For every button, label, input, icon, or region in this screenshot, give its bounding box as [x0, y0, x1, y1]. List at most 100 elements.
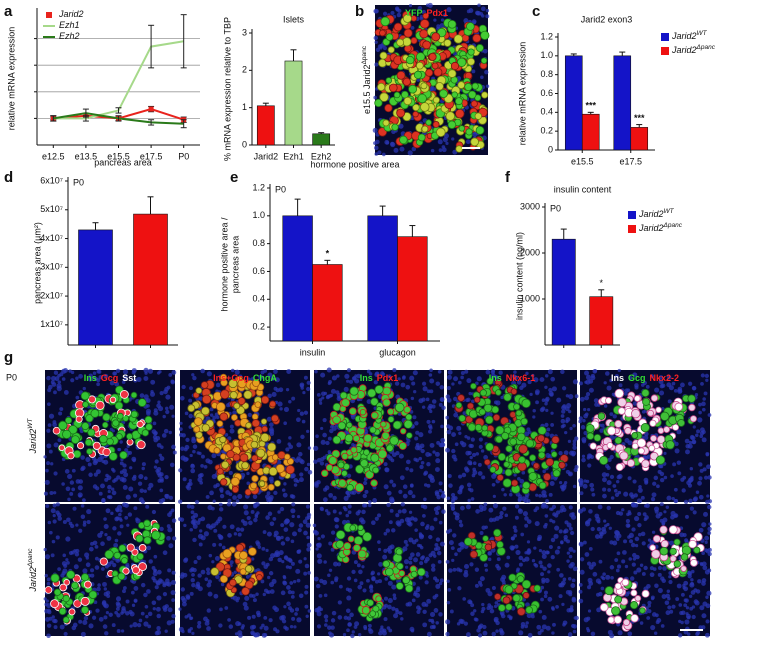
nucleus	[457, 586, 461, 590]
nucleus	[466, 139, 471, 144]
cell	[342, 470, 348, 476]
cell	[100, 558, 107, 565]
nucleus	[384, 597, 388, 601]
nucleus	[579, 483, 583, 487]
nucleus	[614, 489, 618, 493]
nucleus	[156, 614, 161, 619]
cell	[360, 459, 368, 467]
nucleus	[220, 494, 224, 498]
cell	[381, 421, 387, 427]
nucleus	[462, 473, 467, 478]
nucleus	[195, 500, 199, 504]
nucleus	[413, 458, 417, 462]
cell	[252, 455, 258, 461]
nucleus	[53, 491, 56, 494]
nucleus	[569, 555, 572, 558]
channel-label: Pdx1	[427, 8, 449, 18]
nucleus	[255, 513, 259, 517]
cell	[643, 398, 650, 405]
nucleus	[499, 511, 503, 515]
cell	[473, 34, 481, 42]
nucleus	[382, 555, 387, 560]
nucleus	[651, 497, 655, 501]
nucleus	[279, 407, 282, 410]
nucleus	[157, 479, 161, 483]
nucleus	[568, 440, 571, 443]
nucleus	[167, 386, 171, 390]
nucleus	[622, 550, 627, 555]
nucleus	[607, 480, 612, 485]
nucleus	[587, 629, 591, 633]
nucleus	[321, 396, 324, 399]
nucleus	[467, 499, 470, 502]
nucleus	[372, 498, 377, 503]
nucleus	[466, 378, 471, 383]
nucleus	[614, 558, 618, 562]
nucleus	[455, 516, 460, 521]
nucleus	[477, 376, 482, 381]
nucleus	[442, 147, 447, 152]
nucleus	[700, 382, 704, 386]
nucleus	[207, 371, 212, 376]
nucleus	[156, 630, 161, 635]
nucleus	[219, 503, 223, 507]
nucleus	[655, 613, 659, 617]
nucleus	[402, 375, 406, 379]
cell	[526, 607, 533, 614]
nucleus	[265, 515, 270, 520]
nucleus	[307, 463, 310, 466]
nucleus	[492, 586, 496, 590]
cell	[516, 410, 522, 416]
nucleus	[374, 36, 378, 40]
nucleus	[615, 493, 619, 497]
cell	[618, 398, 627, 407]
nucleus	[516, 567, 520, 571]
cell	[220, 479, 227, 486]
image-side-label-main: e15.5 Jarid2	[362, 64, 372, 114]
nucleus	[45, 480, 50, 485]
nucleus	[435, 511, 439, 515]
nucleus	[191, 632, 194, 635]
nucleus	[638, 485, 642, 489]
nucleus	[580, 491, 584, 495]
cell	[681, 554, 688, 561]
nucleus	[108, 495, 112, 499]
nucleus	[609, 527, 612, 530]
nucleus	[235, 632, 238, 635]
cell	[217, 421, 223, 427]
nucleus	[464, 564, 469, 569]
nucleus	[46, 443, 51, 448]
nucleus	[549, 545, 553, 549]
nucleus	[547, 570, 550, 573]
nucleus	[419, 561, 423, 565]
nucleus	[304, 605, 308, 609]
nucleus	[384, 140, 389, 145]
nucleus	[171, 580, 176, 585]
nucleus	[460, 506, 465, 511]
cell	[373, 467, 379, 473]
nucleus	[331, 618, 335, 622]
nucleus	[63, 520, 67, 524]
nucleus	[249, 594, 253, 598]
nucleus	[116, 596, 121, 601]
nucleus	[652, 492, 657, 497]
nucleus	[545, 397, 549, 401]
nucleus	[182, 598, 187, 603]
nucleus	[266, 498, 271, 503]
nucleus	[705, 452, 709, 456]
nucleus	[180, 574, 184, 578]
micrograph	[44, 502, 177, 638]
cell	[523, 482, 530, 489]
cell	[103, 448, 111, 456]
nucleus	[541, 580, 545, 584]
cell	[490, 467, 496, 473]
nucleus	[478, 581, 482, 585]
nucleus	[490, 609, 495, 614]
nucleus	[112, 526, 116, 530]
nucleus	[554, 534, 559, 539]
nucleus	[604, 381, 607, 384]
nucleus	[203, 616, 208, 621]
nucleus	[407, 602, 412, 607]
cell	[346, 422, 352, 428]
nucleus	[689, 583, 694, 588]
